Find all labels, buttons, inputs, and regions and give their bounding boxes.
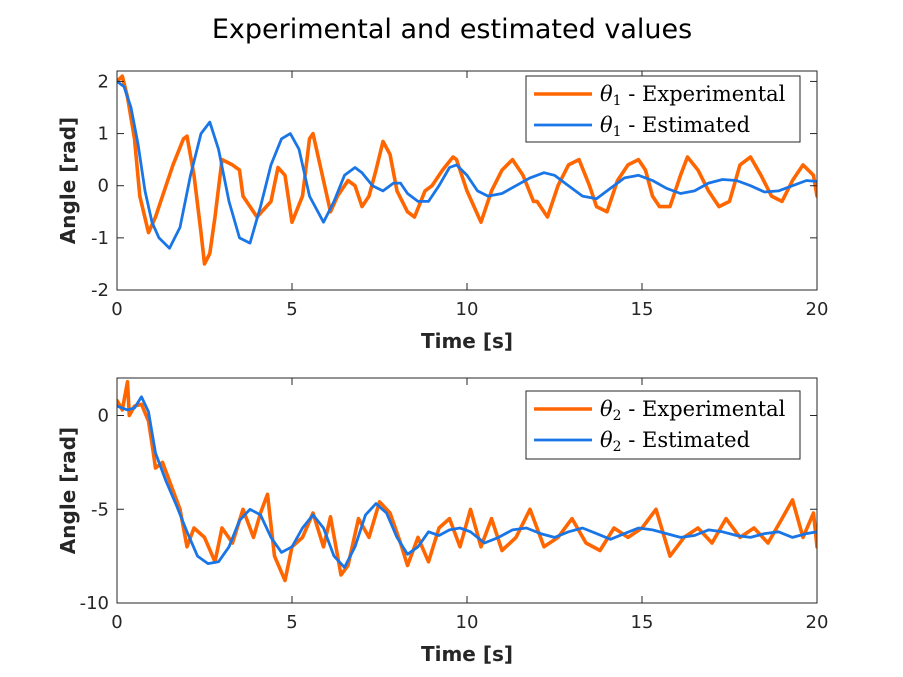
x-tick-label: 10 — [456, 299, 479, 320]
x-tick-label: 5 — [286, 612, 297, 633]
x-tick-label: 15 — [631, 612, 654, 633]
legend-entry-label: θ2 - Estimated — [600, 428, 750, 455]
legend: θ2 - Experimental θ2 - Estimated — [525, 390, 801, 460]
series-line-experimental — [117, 379, 817, 583]
y-tick-label: 0 — [98, 406, 109, 427]
y-tick-label: -2 — [91, 280, 109, 301]
legend-entry-label: θ2 - Experimental — [600, 397, 786, 424]
y-tick-label: -5 — [91, 499, 109, 520]
legend: θ1 - Experimental θ1 - Estimated — [525, 75, 801, 143]
y-tick-label: 2 — [98, 71, 109, 92]
series-line-estimated — [117, 80, 817, 250]
legend-entry-label: θ1 - Estimated — [600, 113, 750, 140]
series-line-experimental — [117, 74, 817, 266]
figure-title: Experimental and estimated values — [212, 14, 692, 45]
x-tick-label: 0 — [111, 612, 122, 633]
x-axis-label: Time [s] — [421, 642, 513, 666]
subplot-1: 0 5 10 15 20 -2 -1 0 1 2 Time [s] Angle [rad] θ1 - E… — [56, 70, 829, 353]
x-tick-label: 20 — [806, 612, 829, 633]
x-tick-label: 10 — [456, 612, 479, 633]
series-line-estimated — [117, 395, 817, 569]
y-tick-label: 1 — [98, 124, 109, 145]
x-axis-label: Time [s] — [421, 329, 513, 353]
x-tick-label: 20 — [806, 299, 829, 320]
legend-entry-label: θ1 - Experimental — [600, 82, 786, 109]
y-tick-label: -10 — [80, 593, 109, 614]
subplot-2: 0 5 10 15 20 -10 -5 0 Time [s] Angle [rad] θ2 - Ex… — [56, 377, 829, 666]
x-tick-label: 5 — [286, 299, 297, 320]
x-tick-label: 0 — [111, 299, 122, 320]
x-tick-label: 15 — [631, 299, 654, 320]
legend-box — [525, 390, 801, 460]
y-tick-label: -1 — [91, 228, 109, 249]
y-axis-label: Angle [rad] — [56, 427, 80, 554]
y-axis-label: Angle [rad] — [56, 117, 80, 244]
y-tick-label: 0 — [98, 176, 109, 197]
legend-box — [525, 75, 801, 143]
